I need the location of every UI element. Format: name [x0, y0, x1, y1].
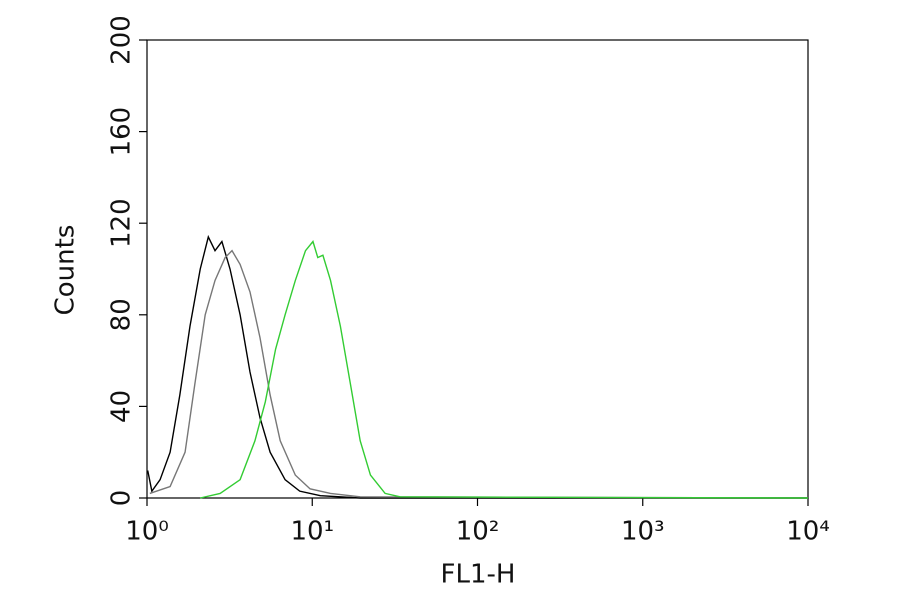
y-tick-label: 0 — [107, 490, 137, 507]
y-tick-label: 200 — [107, 15, 137, 65]
histogram-line — [147, 234, 808, 499]
y-tick-label: 160 — [107, 107, 137, 157]
x-tick-label: 10¹ — [290, 517, 334, 547]
y-tick-label: 120 — [107, 198, 137, 248]
x-tick-label: 10³ — [621, 517, 665, 547]
x-tick-label: 10⁴ — [786, 517, 830, 547]
x-tick-label: 10² — [456, 517, 500, 547]
histogram-line — [149, 249, 809, 499]
y-tick-label: 40 — [107, 390, 137, 423]
x-axis-label: FL1-H — [441, 560, 516, 590]
histogram-line — [200, 240, 809, 499]
x-tick-label: 10⁰ — [125, 517, 169, 547]
y-tick-label: 80 — [107, 298, 137, 331]
plot-frame — [146, 39, 809, 499]
y-axis-label: Counts — [51, 225, 81, 316]
